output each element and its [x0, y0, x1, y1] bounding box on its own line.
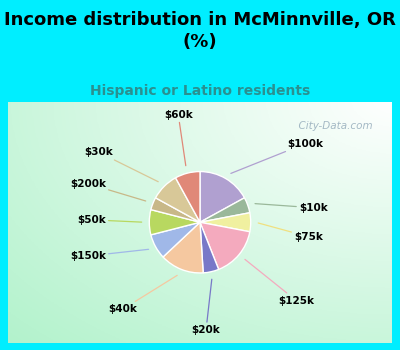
- Text: $10k: $10k: [255, 203, 328, 213]
- Wedge shape: [176, 172, 200, 222]
- Wedge shape: [149, 210, 200, 235]
- Wedge shape: [200, 222, 250, 270]
- Text: $75k: $75k: [258, 223, 323, 242]
- Text: $150k: $150k: [70, 249, 148, 261]
- Text: $20k: $20k: [192, 279, 220, 335]
- Text: $100k: $100k: [231, 139, 323, 173]
- Wedge shape: [200, 172, 244, 222]
- Text: $125k: $125k: [245, 259, 314, 306]
- Text: Hispanic or Latino residents: Hispanic or Latino residents: [90, 84, 310, 98]
- Wedge shape: [156, 178, 200, 222]
- Wedge shape: [200, 198, 250, 222]
- Text: $60k: $60k: [164, 110, 193, 166]
- Text: $40k: $40k: [108, 275, 177, 314]
- Text: Income distribution in McMinnville, OR
(%): Income distribution in McMinnville, OR (…: [4, 10, 396, 51]
- Wedge shape: [151, 198, 200, 222]
- Text: City-Data.com: City-Data.com: [292, 121, 373, 131]
- Text: $30k: $30k: [84, 147, 158, 182]
- Wedge shape: [151, 222, 200, 257]
- Wedge shape: [163, 222, 203, 273]
- Text: $200k: $200k: [70, 178, 146, 201]
- Text: $50k: $50k: [77, 215, 142, 225]
- Wedge shape: [200, 222, 219, 273]
- Wedge shape: [200, 213, 251, 232]
